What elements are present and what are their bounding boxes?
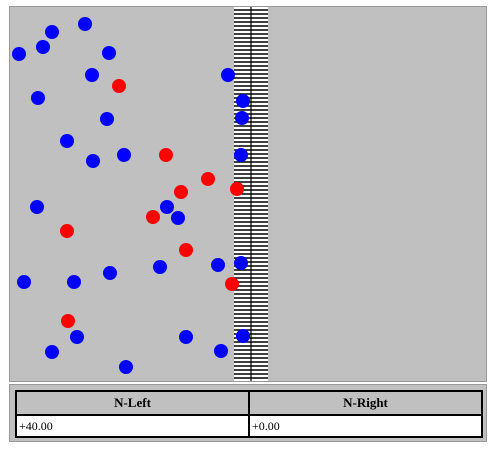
particle-blue xyxy=(117,148,131,162)
particle-blue xyxy=(153,260,167,274)
particle-blue xyxy=(36,40,50,54)
particle-red xyxy=(174,185,188,199)
n-left-value: +40.00 xyxy=(15,414,250,438)
particle-blue xyxy=(103,266,117,280)
count-table-value-row: +40.00 +0.00 xyxy=(15,414,483,438)
particle-blue xyxy=(119,360,133,374)
particle-red xyxy=(159,148,173,162)
particle-red xyxy=(225,277,239,291)
particle-blue xyxy=(234,256,248,270)
particle-blue xyxy=(60,134,74,148)
particle-red xyxy=(61,314,75,328)
particle-red xyxy=(146,210,160,224)
particle-blue xyxy=(160,200,174,214)
particle-blue xyxy=(45,345,59,359)
particle-blue xyxy=(85,68,99,82)
particle-blue xyxy=(236,94,250,108)
count-table: N-Left N-Right +40.00 +0.00 xyxy=(15,390,483,438)
particle-blue xyxy=(12,47,26,61)
simulation-area xyxy=(9,6,487,382)
particle-blue xyxy=(45,25,59,39)
semipermeable-membrane xyxy=(234,7,268,381)
particle-blue xyxy=(17,275,31,289)
particle-blue xyxy=(236,329,250,343)
n-right-header: N-Right xyxy=(248,390,483,416)
particle-red xyxy=(201,172,215,186)
count-table-header-row: N-Left N-Right xyxy=(15,390,483,416)
readout-panel: N-Left N-Right +40.00 +0.00 xyxy=(9,384,487,442)
particle-blue xyxy=(30,200,44,214)
particle-blue xyxy=(234,148,248,162)
particle-blue xyxy=(31,91,45,105)
particle-red xyxy=(60,224,74,238)
simulation-canvas xyxy=(12,7,268,381)
n-left-header: N-Left xyxy=(15,390,250,416)
particle-layer xyxy=(12,17,250,374)
particle-blue xyxy=(78,17,92,31)
particle-blue xyxy=(102,46,116,60)
particle-red xyxy=(230,182,244,196)
particle-red xyxy=(179,243,193,257)
particle-red xyxy=(112,79,126,93)
particle-blue xyxy=(211,258,225,272)
particle-blue xyxy=(171,211,185,225)
particle-blue xyxy=(86,154,100,168)
n-right-value: +0.00 xyxy=(248,414,483,438)
particle-blue xyxy=(179,330,193,344)
particle-blue xyxy=(221,68,235,82)
particle-blue xyxy=(67,275,81,289)
particle-blue xyxy=(100,112,114,126)
particle-blue xyxy=(70,330,84,344)
particle-blue xyxy=(214,344,228,358)
particle-blue xyxy=(235,111,249,125)
